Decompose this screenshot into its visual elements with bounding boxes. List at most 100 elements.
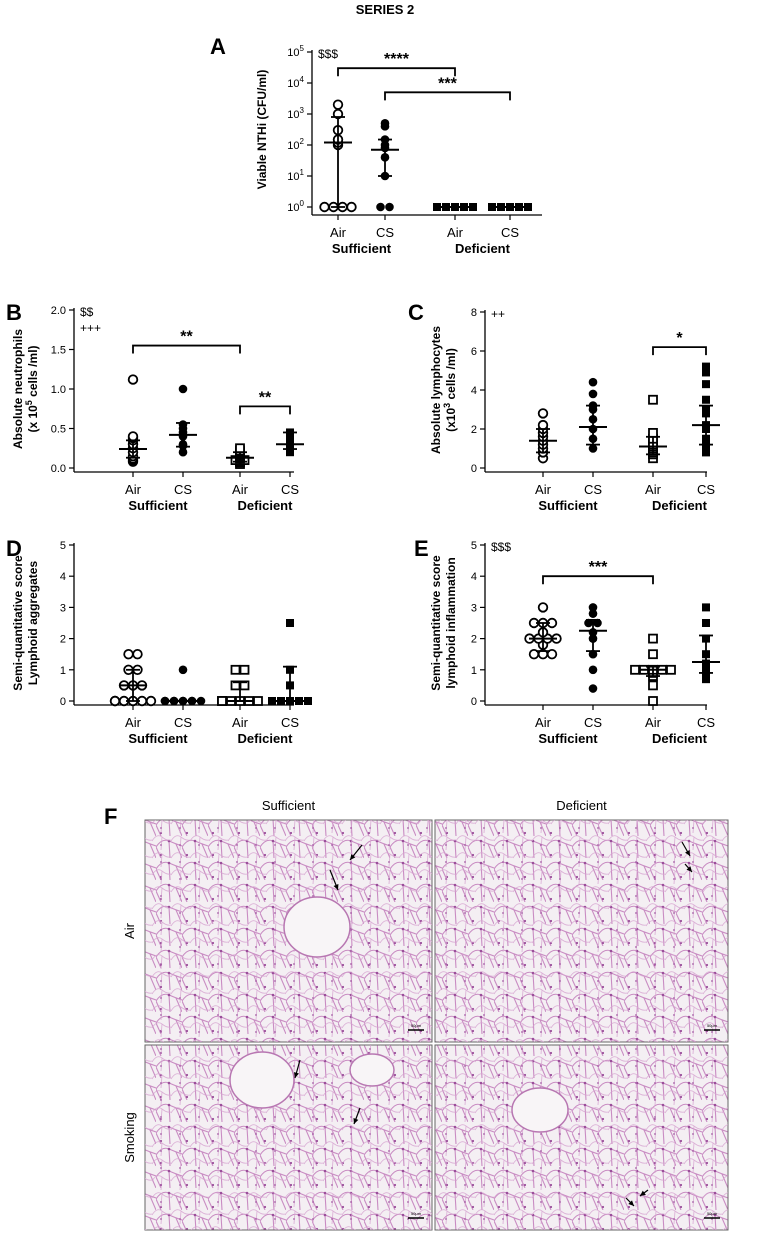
significance-stars: ** <box>180 329 193 346</box>
y-axis-label-units: Lymphoid aggregates <box>26 561 40 686</box>
arrow-head <box>293 1072 299 1078</box>
series-2 <box>579 377 607 453</box>
y-tick-label: 5 <box>471 540 477 552</box>
y-tick-label: 8 <box>471 307 477 319</box>
y-axis-label: Viable NTHi (CFU/ml) <box>255 70 269 190</box>
column-label: Sufficient <box>262 798 316 813</box>
series-3 <box>639 394 667 464</box>
data-point <box>702 603 710 612</box>
y-tick-label: 1.0 <box>51 384 66 396</box>
significance-bracket <box>384 91 511 101</box>
data-point <box>702 619 710 627</box>
panel-letter: C <box>408 300 424 325</box>
x-tick-label: CS <box>697 715 715 730</box>
y-tick-label: 103 <box>287 106 304 121</box>
data-point <box>235 443 245 454</box>
group-label: Deficient <box>652 731 708 746</box>
scale-bar-label: 50μm <box>707 1211 718 1216</box>
data-point <box>648 680 658 691</box>
data-point <box>319 201 330 213</box>
chart-panel-b: B 0.0 0.5 1.0 1.5 2.0 Absolute neutrophils (x 1… <box>6 300 304 513</box>
series-2 <box>160 665 206 706</box>
y-axis-units-suffix: cells /ml) <box>444 348 458 403</box>
series-1 <box>524 602 562 660</box>
data-point <box>524 203 532 211</box>
y-tick-label: 6 <box>471 346 477 358</box>
y-tick-label: 2 <box>60 634 66 646</box>
group-label: Deficient <box>455 241 511 256</box>
group-label: Deficient <box>652 498 708 513</box>
data-point <box>588 609 598 618</box>
y-tick-label: 2 <box>471 634 477 646</box>
series-2 <box>579 603 607 693</box>
series-3 <box>217 664 263 706</box>
y-axis-units-prefix: Lymphoid aggregates <box>26 561 40 686</box>
y-tick-label: 100 <box>287 199 304 214</box>
chart-panel-c: C 0 2 4 6 8 Absolute lymphocytes (x103 cells /m… <box>408 300 720 513</box>
y-tick-label: 4 <box>60 571 66 583</box>
y-tick-label: 104 <box>287 75 304 90</box>
data-point <box>537 602 549 613</box>
x-tick-label: CS <box>584 715 602 730</box>
y-tick-label: 0 <box>471 696 477 708</box>
data-point <box>123 649 134 660</box>
data-point <box>469 203 477 211</box>
significance-stars: * <box>676 330 683 347</box>
series-4 <box>692 362 720 457</box>
row-label: Smoking <box>122 1112 137 1163</box>
column-label: Deficient <box>556 798 607 813</box>
series-2 <box>371 119 399 212</box>
data-point <box>380 119 390 128</box>
y-axis-units-suffix: cells /ml) <box>26 345 40 400</box>
y-axis-units-exponent: 5 <box>24 400 34 405</box>
x-tick-label: CS <box>697 482 715 497</box>
data-point <box>702 395 710 404</box>
data-point <box>286 619 294 627</box>
data-point <box>588 377 598 387</box>
significance-bracket <box>239 405 291 415</box>
significance-bracket <box>132 344 241 354</box>
y-tick-base: 10 <box>287 202 299 214</box>
y-tick-label: 3 <box>471 602 477 614</box>
airway-lumen <box>283 896 351 958</box>
arrow-head <box>628 1200 634 1206</box>
group-label: Sufficient <box>538 498 598 513</box>
data-point <box>145 695 157 707</box>
data-point <box>648 696 658 706</box>
x-tick-label: CS <box>174 482 192 497</box>
group-label: Sufficient <box>332 241 392 256</box>
x-tick-label: CS <box>281 715 299 730</box>
data-point <box>546 649 558 660</box>
significance-note: $$ <box>80 305 94 319</box>
y-tick-label: 105 <box>287 44 304 59</box>
series-3 <box>226 443 254 469</box>
data-point <box>376 202 385 212</box>
series-1 <box>109 649 157 707</box>
y-tick-exponent: 2 <box>300 137 305 146</box>
tissue-texture <box>435 1045 728 1230</box>
significance-note: +++ <box>80 321 101 335</box>
data-point <box>230 664 241 675</box>
significance-bracket <box>652 346 707 356</box>
significance-stars: ** <box>259 389 272 406</box>
data-point <box>702 448 710 457</box>
data-point <box>160 696 170 706</box>
histology-panel: F Sufficient Deficient Air Smoking 50μm 50μm 50… <box>104 798 729 1231</box>
data-point <box>648 394 658 405</box>
data-point <box>109 695 121 707</box>
significance-note: ++ <box>491 307 505 321</box>
y-tick-base: 10 <box>287 140 299 152</box>
x-tick-label: CS <box>376 225 394 240</box>
data-point <box>584 618 593 628</box>
panel-letter: D <box>6 536 22 561</box>
data-point <box>666 664 676 675</box>
row-label: Air <box>122 922 137 939</box>
arrow-head <box>686 866 692 872</box>
arrow-head <box>333 884 339 890</box>
y-axis-label-units: (x 105 cells /ml) <box>24 345 40 432</box>
y-tick-label: 1.5 <box>51 345 66 357</box>
airway-lumen <box>511 1087 569 1133</box>
series-1 <box>529 408 557 464</box>
y-tick-base: 10 <box>287 47 299 59</box>
